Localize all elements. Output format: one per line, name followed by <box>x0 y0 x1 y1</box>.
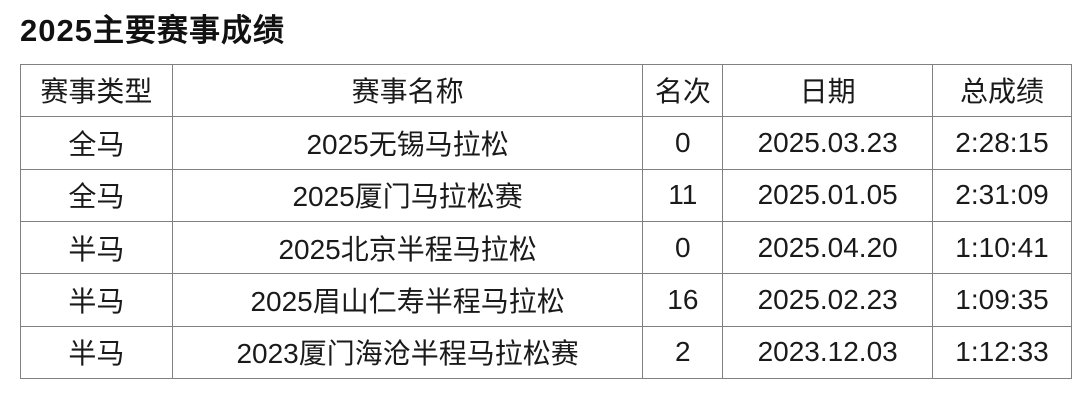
table-row: 半马 2025北京半程马拉松 0 2025.04.20 1:10:41 <box>20 220 1072 275</box>
race-results-table: 赛事类型 赛事名称 名次 日期 总成绩 全马 2025无锡马拉松 0 2025.03.23 2:… <box>20 63 1072 380</box>
cell-type: 全马 <box>20 116 173 170</box>
cell-result: 1:10:41 <box>932 220 1072 275</box>
cell-date: 2025.03.23 <box>722 116 934 170</box>
cell-name: 2023厦门海沧半程马拉松赛 <box>171 325 644 380</box>
table-header-row: 赛事类型 赛事名称 名次 日期 总成绩 <box>20 63 1072 118</box>
cell-rank: 0 <box>642 220 724 275</box>
cell-name: 2025眉山仁寿半程马拉松 <box>171 273 644 327</box>
cell-name: 2025厦门马拉松赛 <box>171 168 644 222</box>
cell-rank: 16 <box>642 273 724 327</box>
table-row: 半马 2025眉山仁寿半程马拉松 16 2025.02.23 1:09:35 <box>20 273 1072 327</box>
cell-date: 2025.04.20 <box>722 220 934 275</box>
cell-rank: 11 <box>642 168 724 222</box>
cell-name: 2025无锡马拉松 <box>171 116 644 170</box>
cell-type: 半马 <box>20 220 173 275</box>
table-body: 全马 2025无锡马拉松 0 2025.03.23 2:28:15 全马 2025厦门马拉松… <box>20 116 1072 380</box>
cell-date: 2025.02.23 <box>722 273 934 327</box>
column-header-name: 赛事名称 <box>171 63 644 118</box>
cell-result: 2:31:09 <box>932 168 1072 222</box>
cell-name: 2025北京半程马拉松 <box>171 220 644 275</box>
cell-type: 全马 <box>20 168 173 222</box>
cell-result: 1:09:35 <box>932 273 1072 327</box>
column-header-result: 总成绩 <box>932 63 1072 118</box>
cell-type: 半马 <box>20 273 173 327</box>
cell-type: 半马 <box>20 325 173 380</box>
table-row: 半马 2023厦门海沧半程马拉松赛 2 2023.12.03 1:12:33 <box>20 325 1072 380</box>
cell-result: 2:28:15 <box>932 116 1072 170</box>
cell-rank: 2 <box>642 325 724 380</box>
table-row: 全马 2025无锡马拉松 0 2025.03.23 2:28:15 <box>20 116 1072 170</box>
cell-date: 2025.01.05 <box>722 168 934 222</box>
column-header-type: 赛事类型 <box>20 63 173 118</box>
cell-result: 1:12:33 <box>932 325 1072 380</box>
table-row: 全马 2025厦门马拉松赛 11 2025.01.05 2:31:09 <box>20 168 1072 222</box>
cell-date: 2023.12.03 <box>722 325 934 380</box>
page-title: 2025主要赛事成绩 <box>20 13 285 48</box>
cell-rank: 0 <box>642 116 724 170</box>
column-header-date: 日期 <box>722 63 934 118</box>
column-header-rank: 名次 <box>642 63 724 118</box>
